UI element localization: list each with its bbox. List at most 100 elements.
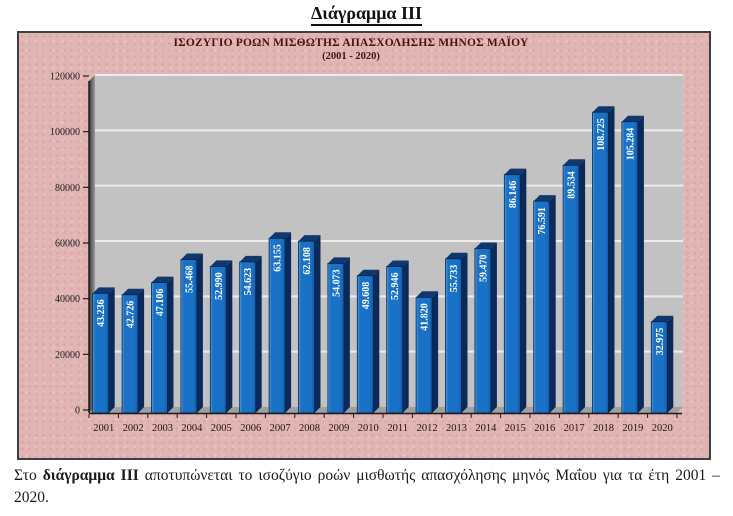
bar-2015: 86.146 <box>503 168 527 414</box>
bar-value-label: 76.591 <box>537 207 548 235</box>
bar-top <box>621 115 644 122</box>
bar-top <box>563 159 586 166</box>
bar-top <box>269 232 292 239</box>
x-category-label: 2018 <box>593 423 614 434</box>
x-category-label: 2011 <box>387 423 408 434</box>
bar-side <box>285 232 292 413</box>
y-tick-label: 20000 <box>55 350 80 361</box>
bar-2014: 59.470 <box>474 242 497 414</box>
bar-value-label: 32.975 <box>655 328 666 356</box>
bar-side <box>373 269 380 413</box>
bar-value-label: 54.073 <box>331 269 342 297</box>
bar-top <box>386 260 409 267</box>
y-tick-label: 120000 <box>50 72 80 83</box>
x-category-label: 2007 <box>270 423 291 434</box>
bar-2008: 62.108 <box>298 235 321 414</box>
bar-value-label: 63.155 <box>273 244 284 272</box>
x-category-label: 2020 <box>652 423 673 434</box>
bar-value-label: 47.106 <box>155 289 166 317</box>
bar-top <box>416 291 439 298</box>
bar-top <box>474 242 497 249</box>
x-category-label: 2006 <box>240 423 261 434</box>
bar-side <box>196 253 203 413</box>
bar-side <box>255 255 262 413</box>
bar-2004: 55.468 <box>180 253 203 414</box>
bar-side <box>226 260 233 413</box>
chart-title-block: ΙΣΟΖΥΓΙΟ ΡΟΩΝ ΜΙΣΘΩΤΗΣ ΑΠΑΣΧΟΛΗΣΗΣ ΜΗΝΟΣ… <box>19 37 709 62</box>
chart-frame: ΙΣΟΖΥΓΙΟ ΡΟΩΝ ΜΙΣΘΩΤΗΣ ΑΠΑΣΧΟΛΗΣΗΣ ΜΗΝΟΣ… <box>17 31 711 460</box>
bar-side <box>108 287 115 413</box>
bar-value-label: 59.470 <box>478 254 489 282</box>
bar-side <box>461 252 468 413</box>
bar-value-label: 41.820 <box>420 303 431 331</box>
bar-top <box>210 260 233 267</box>
page-title: Διάγραμμα III <box>0 3 733 26</box>
bar-value-label: 86.146 <box>508 181 519 209</box>
caption-bold: διάγραμμα III <box>42 467 139 484</box>
bar-value-label: 54.623 <box>243 268 254 296</box>
chart-subtitle: (2001 - 2020) <box>322 51 380 62</box>
bar-2006: 54.623 <box>239 255 262 414</box>
bar-side <box>490 242 497 413</box>
y-tick-label: 60000 <box>55 239 80 250</box>
x-category-label: 2014 <box>475 423 497 434</box>
bar-value-label: 62.108 <box>302 247 313 274</box>
x-category-label: 2003 <box>152 423 173 434</box>
chart-title: ΙΣΟΖΥΓΙΟ ΡΟΩΝ ΜΙΣΘΩΤΗΣ ΑΠΑΣΧΟΛΗΣΗΣ ΜΗΝΟΣ… <box>173 37 529 49</box>
bar-2017: 89.534 <box>562 159 586 414</box>
bar-top <box>651 315 674 322</box>
bar-top <box>180 253 203 260</box>
bar-side <box>608 106 615 414</box>
caption-suffix: αποτυπώνεται το ισοζύγιο ροών μισθωτής α… <box>14 467 720 506</box>
bar-top <box>327 257 350 264</box>
y-tick-label: 100000 <box>50 127 80 138</box>
bar-value-label: 52.990 <box>214 272 225 300</box>
bar-top <box>239 255 262 262</box>
bar-2007: 63.155 <box>268 232 292 414</box>
x-category-label: 2019 <box>622 423 643 434</box>
bar-value-label: 105.284 <box>625 128 636 161</box>
bar-2020: 32.975 <box>650 315 674 414</box>
caption-prefix: Στο <box>14 467 43 484</box>
bar-side <box>549 195 556 413</box>
bar-face <box>621 121 639 414</box>
bar-top <box>298 235 321 242</box>
bar-2010: 49.608 <box>356 269 380 414</box>
bar-side <box>343 257 350 413</box>
bar-2011: 52.946 <box>386 260 409 414</box>
bar-side <box>667 315 674 413</box>
x-category-label: 2004 <box>181 423 203 434</box>
bar-value-label: 49.608 <box>361 282 372 310</box>
bar-2016: 76.591 <box>533 195 556 414</box>
bar-side <box>579 159 586 413</box>
bar-side <box>402 260 409 413</box>
bar-value-label: 55.468 <box>184 266 195 294</box>
bar-2009: 54.073 <box>327 257 350 414</box>
page-title-text: Διάγραμμα III <box>311 3 422 26</box>
bar-2003: 47.106 <box>151 276 174 414</box>
bar-side <box>138 288 145 413</box>
bar-value-label: 52.946 <box>390 273 401 301</box>
bar-2001: 43.236 <box>92 287 115 414</box>
x-category-label: 2012 <box>417 423 438 434</box>
x-category-label: 2002 <box>123 423 144 434</box>
bar-2005: 52.990 <box>209 260 233 414</box>
bar-top <box>504 168 527 175</box>
x-category-label: 2010 <box>358 423 379 434</box>
x-category-label: 2016 <box>534 423 555 434</box>
bar-2012: 41.820 <box>415 291 439 414</box>
bar-top <box>533 195 556 202</box>
bar-value-label: 55.733 <box>449 265 460 293</box>
bar-top <box>357 269 380 276</box>
x-category-label: 2008 <box>299 423 320 434</box>
bar-side <box>637 115 644 413</box>
x-category-label: 2009 <box>328 423 349 434</box>
bar-top <box>92 287 115 294</box>
bar-chart-plot: 0 20000 40000 60000 80000 100000 120000 43.236 4… <box>50 72 683 434</box>
bar-top <box>592 106 615 113</box>
y-tick-label: 0 <box>75 406 80 417</box>
x-category-label: 2005 <box>211 423 232 434</box>
x-category-label: 2001 <box>93 423 114 434</box>
y-tick-label: 40000 <box>55 294 80 305</box>
x-category-label: 2013 <box>446 423 467 434</box>
